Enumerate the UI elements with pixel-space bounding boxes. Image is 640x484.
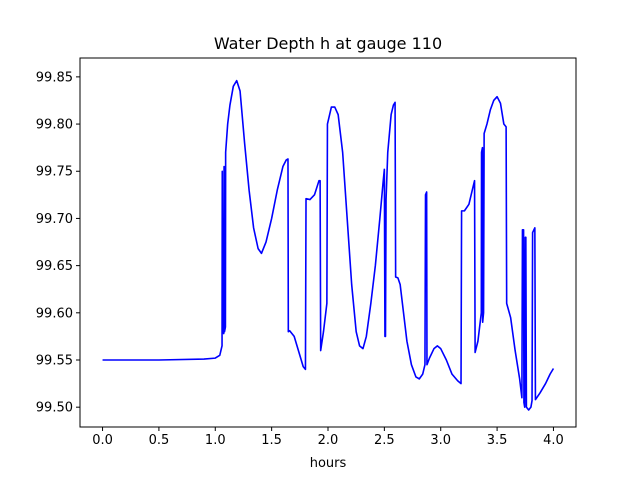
x-tick-label: 3.0 (430, 433, 451, 448)
y-tick-label: 99.60 (36, 306, 73, 321)
y-axis: 99.50 99.55 99.60 99.65 99.70 99.75 99.80 99.85 (36, 70, 80, 416)
plot-frame (79, 57, 577, 428)
x-tick-label: 4.0 (543, 433, 564, 448)
x-tick-label: 3.5 (487, 433, 508, 448)
y-tick-label: 99.70 (36, 212, 73, 227)
x-axis-label: hours (310, 456, 347, 471)
y-tick-label: 99.50 (36, 401, 73, 416)
y-tick-label: 99.65 (36, 259, 73, 274)
x-tick-label: 0.0 (92, 433, 113, 448)
y-tick-label: 99.75 (36, 165, 73, 180)
x-axis: 0.0 0.5 1.0 1.5 2.0 2.5 3.0 3.5 4.0 (92, 427, 564, 448)
x-tick-label: 2.0 (318, 433, 339, 448)
chart-title: Water Depth h at gauge 110 (214, 34, 442, 53)
y-tick-label: 99.80 (36, 118, 73, 133)
y-tick-label: 99.55 (36, 353, 73, 368)
x-tick-label: 2.5 (374, 433, 395, 448)
x-tick-label: 1.0 (205, 433, 226, 448)
x-tick-label: 0.5 (149, 433, 170, 448)
plot-area (102, 79, 555, 411)
y-tick-label: 99.85 (36, 70, 73, 85)
series-line (102, 79, 555, 411)
x-tick-label: 1.5 (261, 433, 282, 448)
